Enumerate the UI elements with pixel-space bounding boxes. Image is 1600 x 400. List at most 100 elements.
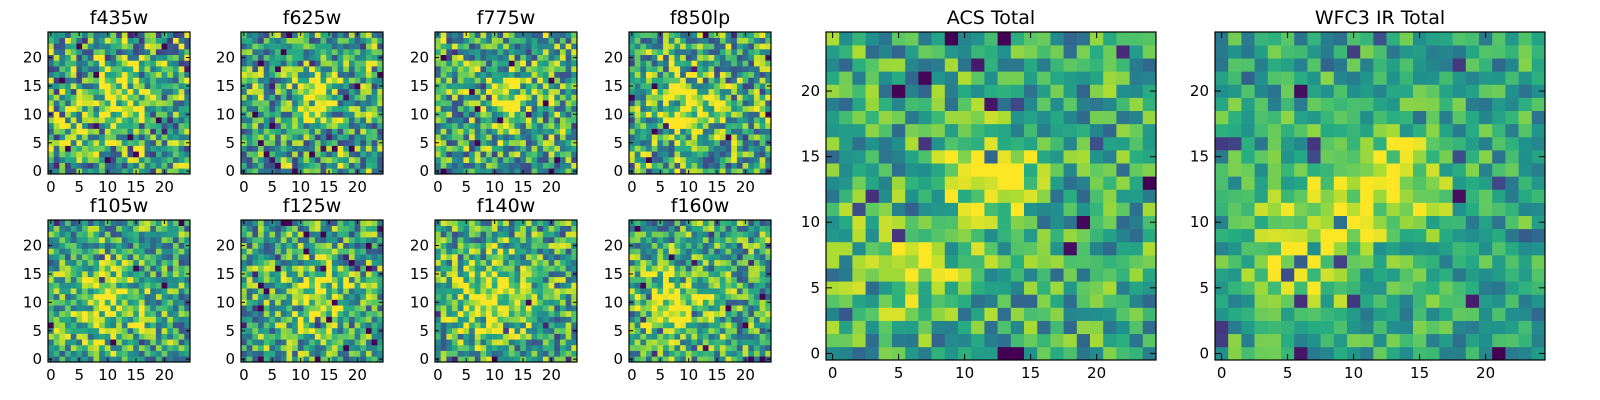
heatmap-cell — [474, 32, 481, 38]
heatmap-cell — [674, 134, 681, 141]
heatmap-cell — [258, 339, 265, 346]
heatmap-cell — [629, 339, 635, 346]
heatmap-cell — [246, 231, 253, 238]
heatmap-cell — [629, 293, 635, 300]
heatmap-cell — [435, 128, 441, 135]
heatmap-cell — [167, 299, 174, 306]
heatmap-cell — [668, 282, 675, 289]
heatmap-cell — [525, 242, 532, 249]
heatmap-cell — [651, 344, 658, 351]
heatmap-cell — [116, 139, 123, 146]
heatmap-cell — [629, 37, 635, 44]
heatmap-cell — [70, 134, 77, 141]
heatmap-cell — [559, 327, 566, 334]
heatmap-cell — [719, 32, 726, 38]
heatmap-cell — [127, 43, 134, 50]
heatmap-cell — [497, 71, 504, 78]
heatmap-cell — [286, 88, 293, 95]
heatmap-cell — [668, 327, 675, 334]
heatmap-cell — [93, 162, 100, 169]
heatmap-cell — [65, 305, 72, 312]
heatmap-cell — [736, 310, 743, 317]
heatmap-cell — [133, 288, 140, 295]
heatmap-cell — [275, 231, 282, 238]
heatmap-cell — [697, 339, 704, 346]
heatmap-cell — [167, 288, 174, 295]
heatmap-cell — [365, 299, 372, 306]
heatmap-cell — [452, 162, 459, 169]
heatmap-cell — [525, 333, 532, 340]
heatmap-cell — [531, 231, 538, 238]
heatmap-cell — [634, 145, 641, 152]
heatmap-cell — [82, 77, 89, 84]
heatmap-cell — [742, 151, 749, 158]
heatmap-cell — [719, 71, 726, 78]
heatmap-cell — [275, 333, 282, 340]
heatmap-cell — [286, 156, 293, 163]
heatmap-cell — [144, 77, 151, 84]
heatmap-cell — [76, 111, 83, 118]
heatmap-cell — [116, 254, 123, 261]
heatmap-cell — [731, 83, 738, 90]
heatmap-cell — [65, 356, 72, 363]
heatmap-cell — [275, 94, 282, 101]
heatmap-cell — [150, 100, 157, 107]
heatmap-cell — [629, 134, 635, 141]
heatmap-cell — [554, 122, 561, 129]
heatmap-cell — [629, 350, 635, 357]
heatmap-cell — [121, 293, 128, 300]
heatmap-cell — [725, 310, 732, 317]
heatmap-cell — [668, 117, 675, 124]
heatmap-cell — [99, 322, 106, 329]
heatmap-cell — [640, 339, 647, 346]
heatmap-cell — [161, 49, 168, 56]
heatmap-cell — [697, 282, 704, 289]
heatmap-cell — [337, 339, 344, 346]
heatmap-cell — [657, 43, 664, 50]
heatmap-cell — [246, 54, 253, 61]
heatmap-cell — [172, 94, 179, 101]
heatmap-cell — [343, 276, 350, 283]
heatmap-cell — [172, 350, 179, 357]
heatmap-cell — [457, 83, 464, 90]
heatmap-cell — [48, 333, 54, 340]
heatmap-cell — [531, 122, 538, 129]
heatmap-cell — [474, 66, 481, 73]
heatmap-cell — [446, 71, 453, 78]
heatmap-cell — [59, 237, 66, 244]
x-tick-label: 15 — [319, 366, 338, 384]
heatmap-cell — [178, 162, 185, 169]
heatmap-cell — [708, 94, 715, 101]
heatmap-cell — [241, 276, 247, 283]
heatmap-cell — [708, 32, 715, 38]
heatmap-cell — [167, 128, 174, 135]
heatmap-cell — [457, 43, 464, 50]
heatmap-cell — [646, 122, 653, 129]
heatmap-cell — [155, 220, 162, 226]
heatmap-cell — [377, 60, 384, 67]
heatmap-cell — [280, 316, 287, 323]
heatmap-cell — [474, 265, 481, 272]
heatmap-cell — [93, 122, 100, 129]
heatmap-cell — [178, 225, 185, 232]
heatmap-cell — [76, 276, 83, 283]
heatmap-cell — [337, 134, 344, 141]
heatmap-cell — [99, 94, 106, 101]
heatmap-cell — [116, 242, 123, 249]
panel-title: f140w — [477, 195, 536, 217]
heatmap-cell — [303, 49, 310, 56]
heatmap-cell — [161, 299, 168, 306]
heatmap-cell — [167, 322, 174, 329]
heatmap-cell — [463, 54, 470, 61]
heatmap-cell — [629, 77, 635, 84]
heatmap-cell — [697, 333, 704, 340]
heatmap-cell — [765, 310, 772, 317]
heatmap-cell — [331, 282, 338, 289]
heatmap-cell — [452, 54, 459, 61]
heatmap-cell — [65, 162, 72, 169]
heatmap-cell — [520, 54, 527, 61]
heatmap-cell — [708, 122, 715, 129]
heatmap-cell — [326, 305, 333, 312]
heatmap-cell — [457, 100, 464, 107]
heatmap-cell — [474, 231, 481, 238]
